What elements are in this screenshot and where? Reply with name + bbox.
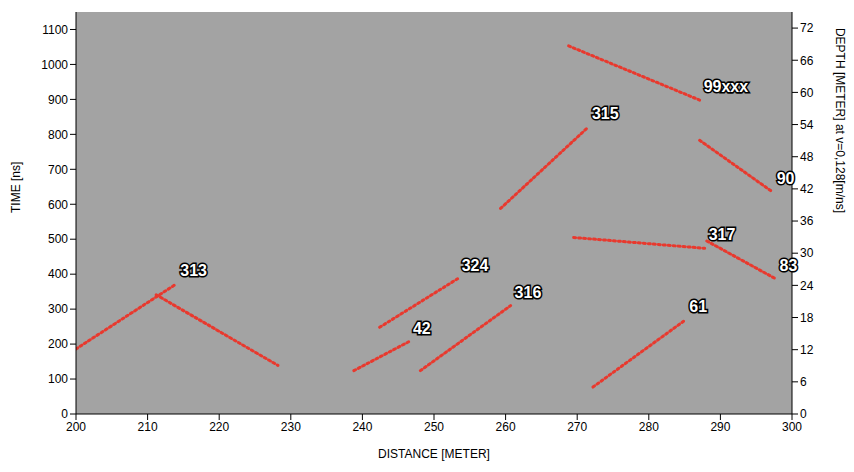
svg-text:0: 0	[61, 407, 68, 421]
svg-text:36: 36	[800, 214, 814, 228]
svg-text:316: 316	[515, 284, 542, 301]
svg-text:54: 54	[800, 118, 814, 132]
svg-text:210: 210	[138, 420, 158, 434]
svg-text:66: 66	[800, 54, 814, 68]
svg-text:315: 315	[592, 105, 619, 122]
svg-text:90: 90	[777, 170, 795, 187]
svg-text:24: 24	[800, 279, 814, 293]
svg-text:500: 500	[48, 232, 68, 246]
svg-text:42: 42	[413, 320, 431, 337]
svg-text:1100: 1100	[42, 23, 68, 37]
svg-text:60: 60	[800, 86, 814, 100]
svg-text:240: 240	[352, 420, 372, 434]
svg-text:1000: 1000	[41, 58, 68, 72]
svg-text:72: 72	[800, 21, 814, 35]
svg-text:800: 800	[48, 128, 68, 142]
svg-text:12: 12	[800, 343, 814, 357]
svg-text:99xxx: 99xxx	[704, 78, 749, 95]
svg-text:DISTANCE [METER]: DISTANCE [METER]	[378, 447, 490, 461]
svg-text:100: 100	[48, 372, 68, 386]
svg-text:6: 6	[800, 375, 807, 389]
svg-text:42: 42	[800, 182, 814, 196]
svg-text:280: 280	[639, 420, 659, 434]
svg-text:0: 0	[800, 407, 807, 421]
svg-text:400: 400	[48, 267, 68, 281]
svg-text:324: 324	[462, 257, 489, 274]
svg-text:900: 900	[48, 93, 68, 107]
svg-text:270: 270	[567, 420, 587, 434]
svg-text:30: 30	[800, 246, 814, 260]
svg-text:220: 220	[209, 420, 229, 434]
svg-text:317: 317	[709, 226, 736, 243]
svg-text:290: 290	[710, 420, 730, 434]
svg-text:700: 700	[48, 163, 68, 177]
svg-text:200: 200	[48, 337, 68, 351]
svg-text:300: 300	[48, 302, 68, 316]
svg-text:200: 200	[66, 420, 86, 434]
svg-text:48: 48	[800, 150, 814, 164]
svg-text:250: 250	[424, 420, 444, 434]
svg-text:313: 313	[180, 262, 207, 279]
svg-text:18: 18	[800, 311, 814, 325]
svg-text:260: 260	[496, 420, 516, 434]
svg-text:600: 600	[48, 198, 68, 212]
svg-text:DEPTH [METER] at v=0,128[m/ns]: DEPTH [METER] at v=0,128[m/ns]	[833, 28, 847, 213]
svg-text:230: 230	[281, 420, 301, 434]
svg-text:61: 61	[689, 298, 707, 315]
svg-text:83: 83	[780, 257, 798, 274]
svg-text:TIME [ns]: TIME [ns]	[9, 162, 23, 213]
svg-text:300: 300	[782, 420, 802, 434]
